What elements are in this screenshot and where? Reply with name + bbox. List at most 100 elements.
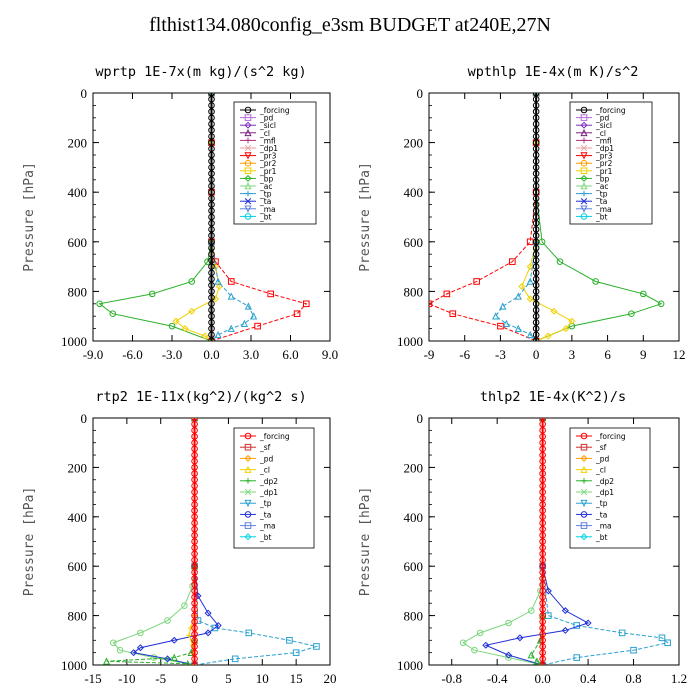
data-point: [208, 263, 215, 270]
data-point: [240, 319, 249, 327]
legend-label: _bt: [259, 212, 272, 221]
data-point: [208, 269, 215, 277]
y-tick-label: 600: [404, 559, 424, 574]
data-point: [186, 632, 192, 639]
legend-marker: [244, 114, 252, 121]
x-tick-label: 1.2: [671, 671, 687, 686]
panel-title: wpthlp 1E-4x(m K)/s^2: [468, 64, 639, 80]
data-point: [191, 420, 198, 428]
data-point: [214, 330, 222, 339]
data-point: [532, 288, 540, 295]
data-point: [539, 451, 546, 459]
data-point: [208, 151, 215, 159]
legend-label: _dp1: [259, 488, 278, 497]
data-point: [208, 182, 215, 190]
series-line: [132, 418, 219, 665]
series-dp1: [459, 418, 546, 665]
data-point: [492, 312, 500, 320]
data-point: [532, 95, 540, 103]
series-group: [429, 93, 665, 341]
data-point: [191, 556, 198, 564]
x-tick-label: 0.0: [535, 671, 551, 686]
data-point: [539, 655, 546, 663]
x-tick-label: 6.0: [282, 347, 298, 362]
x-tick-label: -6.0: [122, 347, 143, 362]
data-point: [539, 606, 546, 613]
data-point: [664, 639, 671, 647]
y-tick-label: 600: [68, 559, 88, 574]
data-point: [568, 317, 576, 325]
data-point: [443, 290, 451, 298]
data-point: [208, 331, 215, 339]
legend-label: _tp: [595, 499, 608, 508]
data-point: [191, 661, 198, 665]
data-point: [539, 649, 546, 656]
data-point: [449, 310, 457, 318]
data-point: [201, 332, 209, 340]
data-point: [102, 657, 111, 665]
legend-marker: [580, 144, 588, 152]
data-point: [473, 278, 480, 285]
legend-marker: [244, 488, 252, 496]
data-point: [532, 244, 540, 252]
data-point: [170, 636, 178, 644]
data-point: [208, 257, 215, 264]
data-point: [532, 114, 540, 122]
data-point: [109, 310, 117, 318]
data-point: [208, 133, 215, 140]
legend-marker: [580, 159, 588, 167]
data-point: [204, 629, 212, 637]
y-tick-label: 800: [68, 284, 88, 299]
x-tick-label: 0.8: [625, 671, 641, 686]
data-point: [208, 288, 215, 295]
legend-marker: [245, 478, 251, 484]
legend-marker: [580, 152, 588, 160]
data-point: [191, 606, 198, 613]
data-point: [191, 624, 198, 632]
legend: _forcing _sf _pd _cl _dp2 _dp1 _tp _ta _ma _bt: [569, 427, 651, 549]
y-tick-label: 200: [68, 460, 88, 475]
legend-label: _pr3: [259, 152, 277, 161]
data-point: [208, 114, 215, 122]
x-tick-label: 0.0: [203, 347, 219, 362]
x-tick-label: 9: [640, 347, 647, 362]
data-point: [502, 319, 510, 327]
legend-label: _bp: [259, 174, 274, 183]
data-point: [618, 629, 626, 637]
data-point: [208, 250, 215, 258]
x-tick-label: -6: [459, 347, 470, 362]
data-point: [539, 643, 546, 650]
series-line: [494, 93, 537, 341]
x-tick-label: 20: [324, 671, 337, 686]
x-tick-label: 6: [604, 347, 611, 362]
data-point: [187, 648, 195, 656]
data-point: [148, 290, 156, 298]
data-point: [227, 278, 235, 285]
data-point: [526, 330, 534, 339]
data-point: [562, 325, 570, 333]
data-point: [539, 501, 546, 508]
y-axis-label: Pressure [hPa]: [22, 162, 37, 272]
legend-marker: [244, 443, 252, 451]
data-point: [172, 317, 180, 325]
data-point: [429, 300, 433, 308]
series-group: [96, 93, 310, 341]
data-point: [509, 258, 516, 265]
data-point: [208, 93, 215, 97]
data-point: [191, 581, 198, 589]
series-line: [106, 418, 196, 665]
data-point: [539, 420, 546, 428]
legend-label: _ma: [259, 522, 276, 531]
data-point: [532, 281, 540, 289]
legend-label: _pd: [595, 454, 610, 463]
data-point: [191, 630, 198, 638]
x-tick-label: 5: [225, 671, 232, 686]
data-point: [539, 525, 546, 533]
legend-label: _ac: [595, 182, 608, 191]
data-point: [208, 195, 215, 202]
legend-marker: [244, 205, 252, 213]
data-point: [539, 476, 546, 484]
data-point: [539, 569, 546, 576]
y-tick-label: 400: [404, 510, 424, 525]
